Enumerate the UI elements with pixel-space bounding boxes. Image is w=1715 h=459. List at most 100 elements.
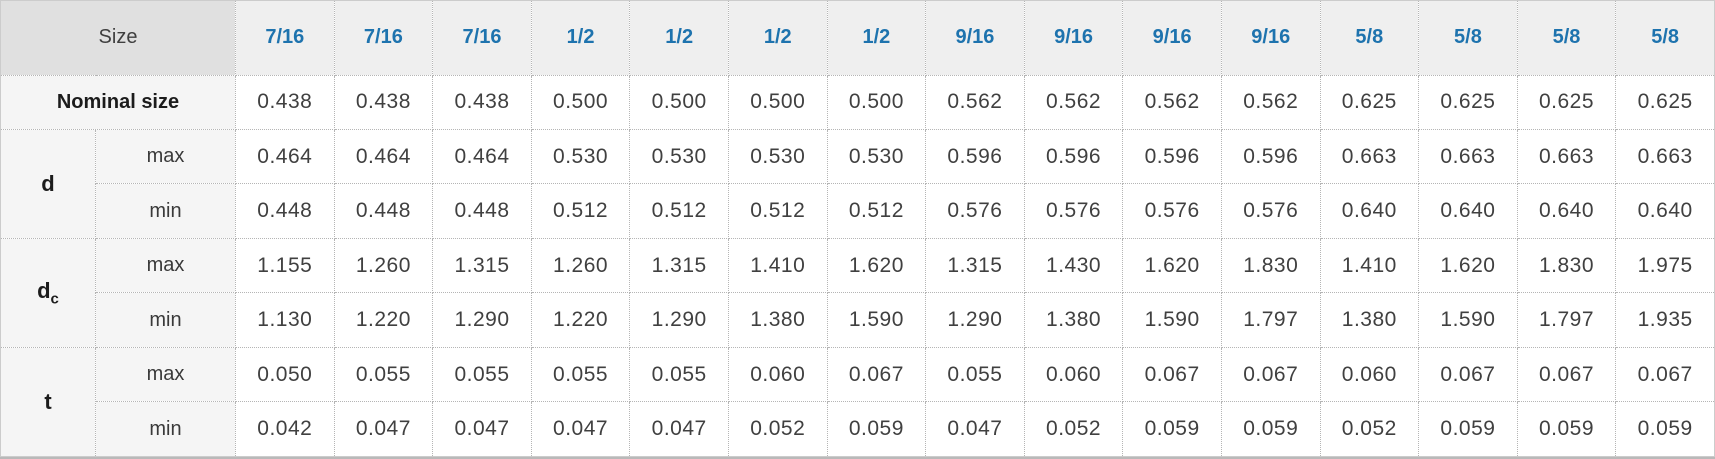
t-max-value: 0.067 [1615, 346, 1715, 403]
dc-max-value: 1.315 [925, 237, 1025, 294]
nominal-value: 0.500 [530, 74, 631, 131]
d-min-value: 0.640 [1418, 183, 1518, 239]
nominal-value: 0.438 [235, 74, 335, 131]
t-min-value: 0.059 [1418, 401, 1518, 457]
t-min-value: 0.052 [1319, 401, 1420, 457]
d-min-value: 0.512 [629, 183, 729, 239]
d-max-value: 0.596 [1220, 128, 1321, 185]
header-row: Size 7/16 7/16 7/16 1/2 1/2 1/2 1/2 9/16… [0, 0, 1715, 76]
t-min-value: 0.059 [1122, 401, 1222, 457]
d-min-value: 0.512 [530, 183, 631, 239]
nominal-size-row: Nominal size 0.438 0.438 0.438 0.500 0.5… [0, 74, 1715, 131]
nominal-value: 0.562 [925, 74, 1025, 131]
t-min-value: 0.059 [1516, 401, 1617, 457]
dc-max-value: 1.155 [235, 237, 335, 294]
d-min-value: 0.576 [1023, 183, 1124, 239]
t-min-value: 0.059 [826, 401, 927, 457]
t-min-value: 0.042 [235, 401, 335, 457]
dc-max-value: 1.975 [1615, 237, 1715, 294]
t-min-value: 0.047 [333, 401, 434, 457]
dc-max-label: max [95, 237, 236, 294]
d-max-value: 0.530 [530, 128, 631, 185]
dc-min-value: 1.935 [1615, 292, 1715, 348]
nominal-value: 0.625 [1615, 74, 1715, 131]
d-max-value: 0.530 [826, 128, 927, 185]
t-max-value: 0.067 [1418, 346, 1518, 403]
t-max-value: 0.060 [727, 346, 828, 403]
size-col-header: 5/8 [1418, 0, 1518, 76]
d-min-value: 0.512 [826, 183, 927, 239]
dc-min-value: 1.380 [727, 292, 828, 348]
t-max-value: 0.067 [1516, 346, 1617, 403]
t-max-value: 0.067 [1122, 346, 1222, 403]
dc-min-value: 1.220 [530, 292, 631, 348]
size-col-header: 5/8 [1319, 0, 1420, 76]
dc-min-value: 1.380 [1023, 292, 1124, 348]
dc-max-value: 1.410 [727, 237, 828, 294]
dc-max-row: dc max 1.155 1.260 1.315 1.260 1.315 1.4… [0, 237, 1715, 348]
size-col-header: 1/2 [727, 0, 828, 76]
d-max-row: d max 0.464 0.464 0.464 0.530 0.530 0.53… [0, 128, 1715, 239]
t-max-value: 0.060 [1319, 346, 1420, 403]
dc-max-value: 1.620 [1122, 237, 1222, 294]
t-max-label: max [95, 346, 236, 403]
size-col-header: 7/16 [333, 0, 434, 76]
d-max-value: 0.596 [925, 128, 1025, 185]
nominal-value: 0.625 [1319, 74, 1420, 131]
t-min-value: 0.047 [925, 401, 1025, 457]
size-col-header: 9/16 [1122, 0, 1222, 76]
t-max-value: 0.055 [333, 346, 434, 403]
nominal-value: 0.500 [826, 74, 927, 131]
d-max-value: 0.464 [432, 128, 532, 185]
dc-min-value: 1.590 [1122, 292, 1222, 348]
d-min-value: 0.448 [432, 183, 532, 239]
dc-max-value: 1.315 [629, 237, 729, 294]
t-min-value: 0.059 [1220, 401, 1321, 457]
dc-min-label: min [95, 292, 236, 348]
dc-max-value: 1.410 [1319, 237, 1420, 294]
dc-max-value: 1.620 [1418, 237, 1518, 294]
t-max-value: 0.055 [530, 346, 631, 403]
nominal-size-label: Nominal size [0, 74, 236, 131]
size-col-header: 7/16 [235, 0, 335, 76]
t-min-value: 0.047 [530, 401, 631, 457]
t-max-value: 0.067 [1220, 346, 1321, 403]
dc-rowgroup-label: dc [0, 237, 96, 348]
dc-max-value: 1.430 [1023, 237, 1124, 294]
t-max-value: 0.067 [826, 346, 927, 403]
t-max-value: 0.055 [925, 346, 1025, 403]
d-min-value: 0.448 [235, 183, 335, 239]
dc-max-value: 1.620 [826, 237, 927, 294]
dc-max-value: 1.830 [1220, 237, 1321, 294]
t-min-value: 0.059 [1615, 401, 1715, 457]
size-header-cell: Size [0, 0, 236, 76]
d-max-value: 0.464 [235, 128, 335, 185]
d-max-value: 0.663 [1615, 128, 1715, 185]
size-col-header: 9/16 [925, 0, 1025, 76]
dc-min-value: 1.380 [1319, 292, 1420, 348]
dc-min-value: 1.590 [826, 292, 927, 348]
d-max-value: 0.596 [1122, 128, 1222, 185]
d-max-value: 0.663 [1516, 128, 1617, 185]
d-min-value: 0.576 [925, 183, 1025, 239]
dc-max-value: 1.315 [432, 237, 532, 294]
nominal-value: 0.562 [1122, 74, 1222, 131]
dc-min-value: 1.220 [333, 292, 434, 348]
dc-min-value: 1.130 [235, 292, 335, 348]
d-min-value: 0.512 [727, 183, 828, 239]
dc-min-row: min 1.130 1.220 1.290 1.220 1.290 1.380 … [1, 292, 1715, 348]
nominal-value: 0.625 [1418, 74, 1518, 131]
d-min-row: min 0.448 0.448 0.448 0.512 0.512 0.512 … [1, 183, 1715, 239]
d-min-value: 0.448 [333, 183, 434, 239]
d-max-label: max [95, 128, 236, 185]
nominal-value: 0.500 [727, 74, 828, 131]
d-max-value: 0.464 [333, 128, 434, 185]
d-max-value: 0.596 [1023, 128, 1124, 185]
d-max-value: 0.530 [629, 128, 729, 185]
nominal-value: 0.500 [629, 74, 729, 131]
dc-max-value: 1.260 [333, 237, 434, 294]
t-max-row: t max 0.050 0.055 0.055 0.055 0.055 0.06… [0, 346, 1715, 458]
t-rowgroup-label: t [0, 346, 96, 458]
